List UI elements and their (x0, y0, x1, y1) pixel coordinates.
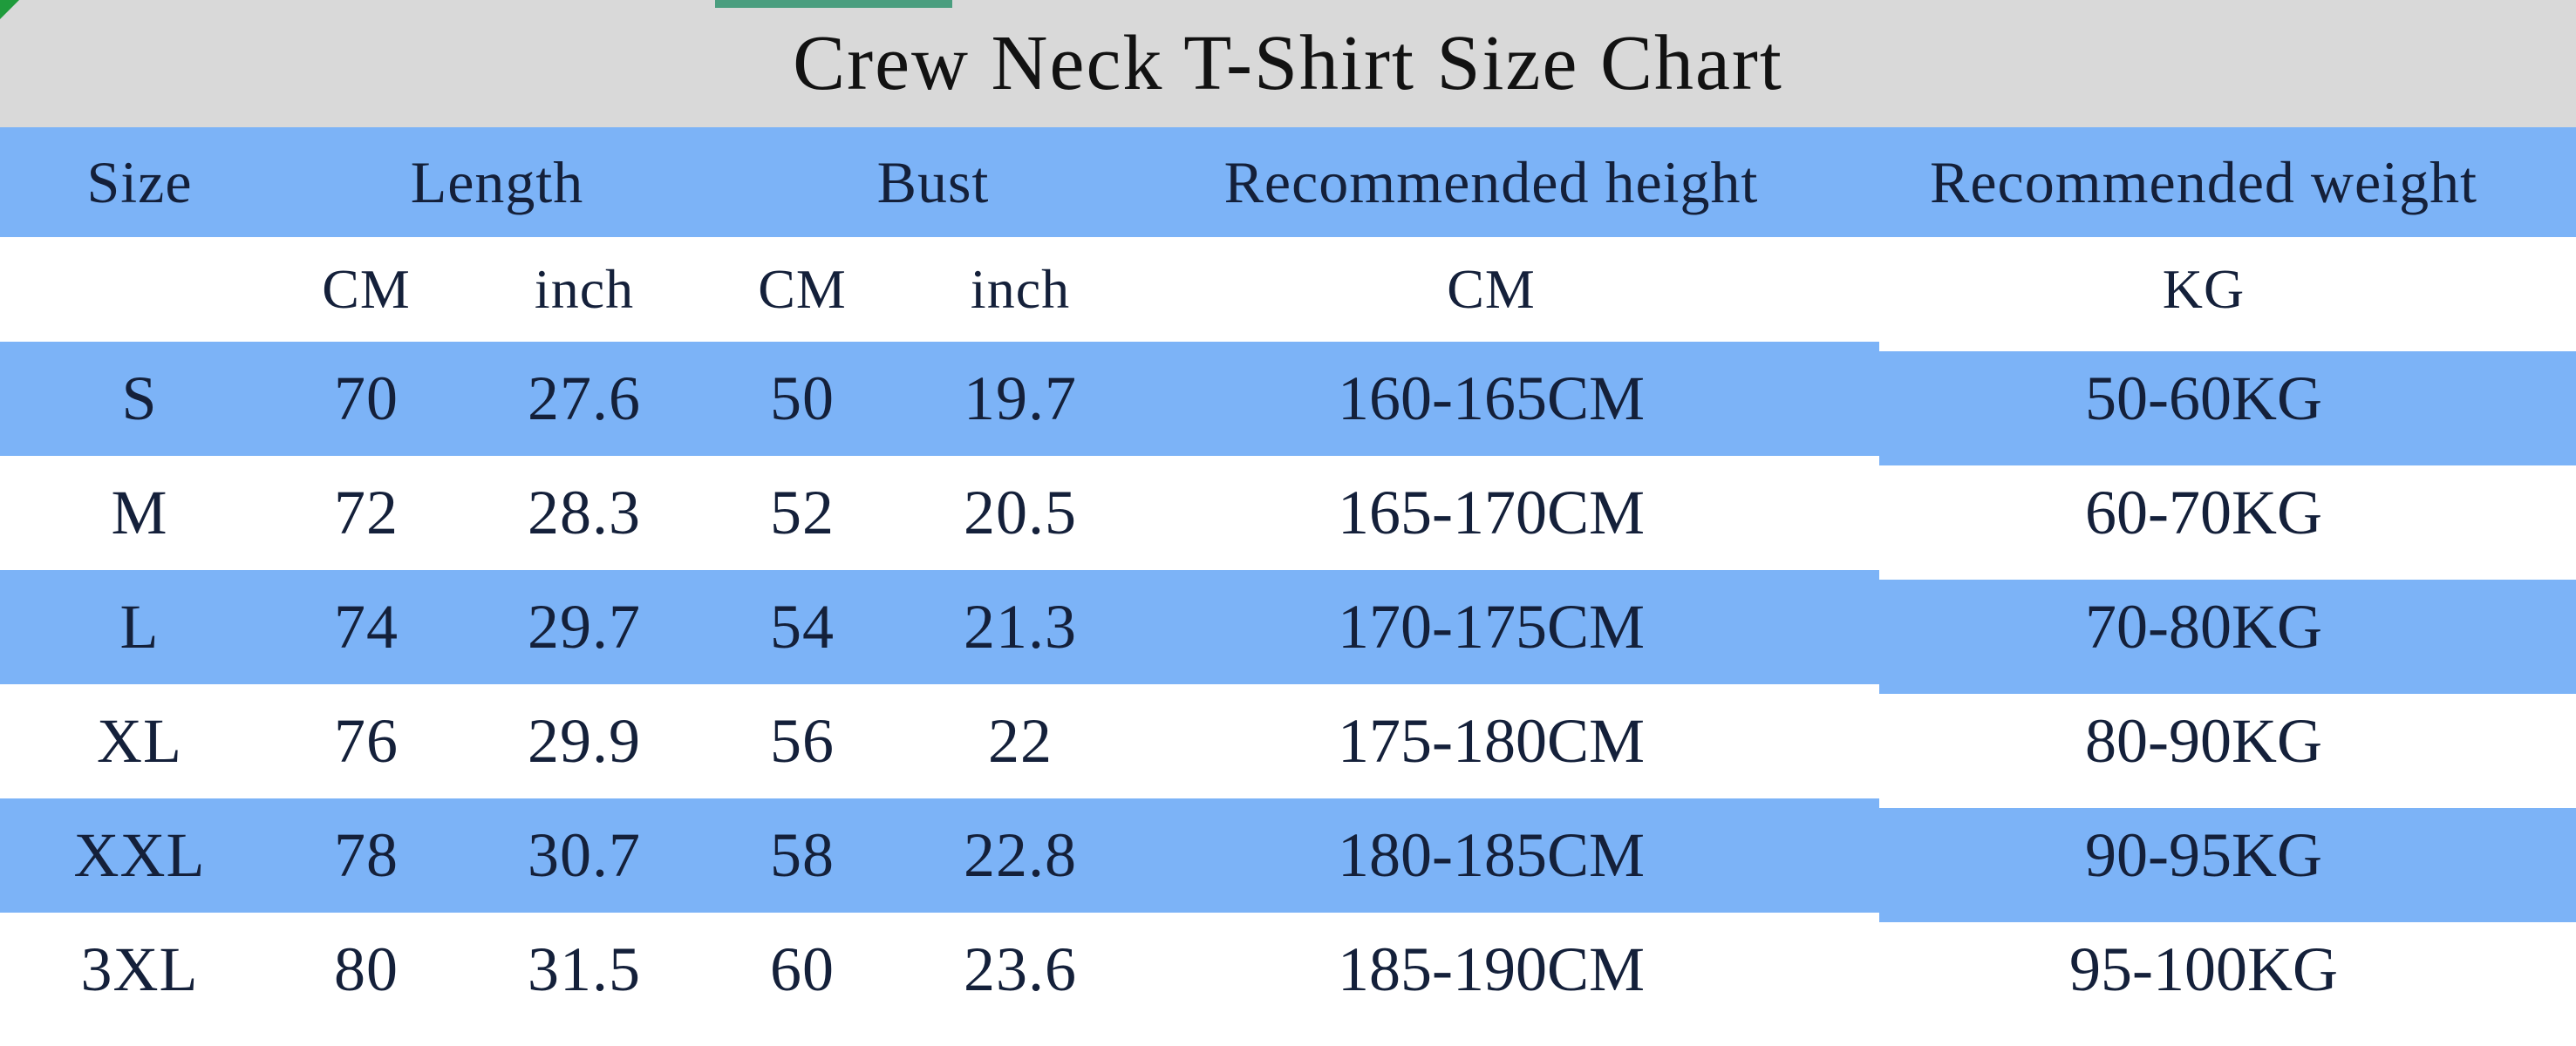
col-header-bust: Bust (876, 148, 990, 215)
cell-bust-cm: 58 (770, 820, 835, 890)
table-row: 3XL 80 31.5 60 23.6 185-190CM 95-100KG (0, 913, 2576, 1027)
left-gutter-3xl (0, 913, 5, 1046)
cell-bust-cm: 60 (770, 934, 835, 1004)
table-row: M 72 28.3 52 20.5 165-170CM 60-70KG (0, 456, 2576, 570)
left-gutter-xl (0, 684, 5, 798)
cell-height: 175-180CM (1337, 706, 1646, 776)
cell-height: 185-190CM (1337, 934, 1646, 1004)
col-header-size: Size (86, 148, 193, 215)
cell-height: 180-185CM (1337, 820, 1646, 890)
left-gutter-m (0, 456, 5, 570)
title-band (0, 0, 2576, 127)
cell-length-inch: 27.6 (528, 363, 641, 433)
cell-bust-cm: 56 (770, 706, 835, 776)
row-stripe-s-left (0, 342, 1879, 456)
cell-bust-inch: 22.8 (964, 820, 1077, 890)
cell-bust-cm: 54 (770, 592, 835, 662)
cell-length-cm: 70 (334, 363, 399, 433)
left-gutter-units (0, 237, 5, 342)
cell-bust-cm: 52 (770, 478, 835, 547)
row-stripe-xxl-left (0, 798, 1879, 913)
unit-size (0, 237, 279, 342)
row-stripe-l-left (0, 570, 1879, 684)
cell-length-cm: 72 (334, 478, 399, 547)
unit-length-inch: inch (534, 258, 635, 320)
top-accent-bar (715, 0, 952, 8)
row-stripe-xxl-right (1879, 808, 2576, 922)
unit-height: CM (1447, 258, 1536, 320)
cell-length-inch: 31.5 (528, 934, 641, 1004)
table-row: XL 76 29.9 56 22 175-180CM 80-90KG (0, 684, 2576, 798)
cell-size: L (119, 592, 160, 662)
cell-length-inch: 29.7 (528, 592, 641, 662)
cell-length-cm: 78 (334, 820, 399, 890)
unit-bust-inch: inch (970, 258, 1071, 320)
cell-weight: 60-70KG (2085, 478, 2322, 547)
cell-bust-inch: 22 (988, 706, 1053, 776)
cell-size: 3XL (80, 934, 199, 1004)
size-chart-table: Size Length Bust Recommended height Reco… (0, 127, 2576, 1027)
table-row: L 74 29.7 54 21.3 170-175CM 70-80KG (0, 570, 2576, 684)
cell-size: M (111, 478, 168, 547)
cell-length-inch: 30.7 (528, 820, 641, 890)
col-header-length: Length (410, 148, 584, 215)
cell-size: S (121, 363, 158, 433)
cell-bust-cm: 50 (770, 363, 835, 433)
table-units-row: CM inch CM inch CM KG (0, 237, 2576, 342)
cell-length-cm: 76 (334, 706, 399, 776)
row-stripe-header (0, 127, 2576, 237)
cell-height: 160-165CM (1337, 363, 1646, 433)
cell-weight: 80-90KG (2085, 706, 2322, 776)
row-stripe-l-right (1879, 580, 2576, 694)
cell-height: 165-170CM (1337, 478, 1646, 547)
corner-flag-icon (0, 0, 19, 19)
cell-bust-inch: 20.5 (964, 478, 1077, 547)
page-title: Crew Neck T-Shirt Size Chart (793, 20, 1783, 106)
cell-weight: 70-80KG (2085, 592, 2322, 662)
cell-length-cm: 80 (334, 934, 399, 1004)
col-header-recommended-weight: Recommended weight (1930, 148, 2477, 215)
table-row: S 70 27.6 50 19.7 160-165CM 50-60KG (0, 342, 2576, 456)
cell-weight: 95-100KG (2069, 934, 2338, 1004)
cell-bust-inch: 19.7 (964, 363, 1077, 433)
row-stripe-s-right (1879, 351, 2576, 465)
col-header-recommended-height: Recommended height (1223, 148, 1759, 215)
cell-bust-inch: 21.3 (964, 592, 1077, 662)
cell-length-inch: 28.3 (528, 478, 641, 547)
table-row: XXL 78 30.7 58 22.8 180-185CM 90-95KG (0, 798, 2576, 913)
cell-height: 170-175CM (1337, 592, 1646, 662)
unit-weight: KG (2162, 258, 2245, 320)
unit-length-cm: CM (322, 258, 411, 320)
cell-length-cm: 74 (334, 592, 399, 662)
cell-bust-inch: 23.6 (964, 934, 1077, 1004)
table-header-row: Size Length Bust Recommended height Reco… (0, 127, 2576, 237)
table-body: S 70 27.6 50 19.7 160-165CM 50-60KG M 72… (0, 342, 2576, 1027)
cell-size: XL (97, 706, 182, 776)
row-stripe-units (0, 237, 2576, 342)
unit-bust-cm: CM (758, 258, 847, 320)
cell-weight: 50-60KG (2085, 363, 2322, 433)
cell-length-inch: 29.9 (528, 706, 641, 776)
cell-weight: 90-95KG (2085, 820, 2322, 890)
cell-size: XXL (73, 820, 206, 890)
